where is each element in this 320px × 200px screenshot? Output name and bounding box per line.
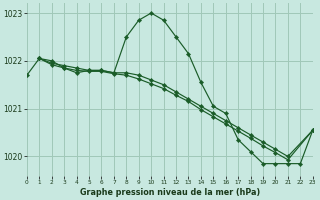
X-axis label: Graphe pression niveau de la mer (hPa): Graphe pression niveau de la mer (hPa) [80,188,260,197]
